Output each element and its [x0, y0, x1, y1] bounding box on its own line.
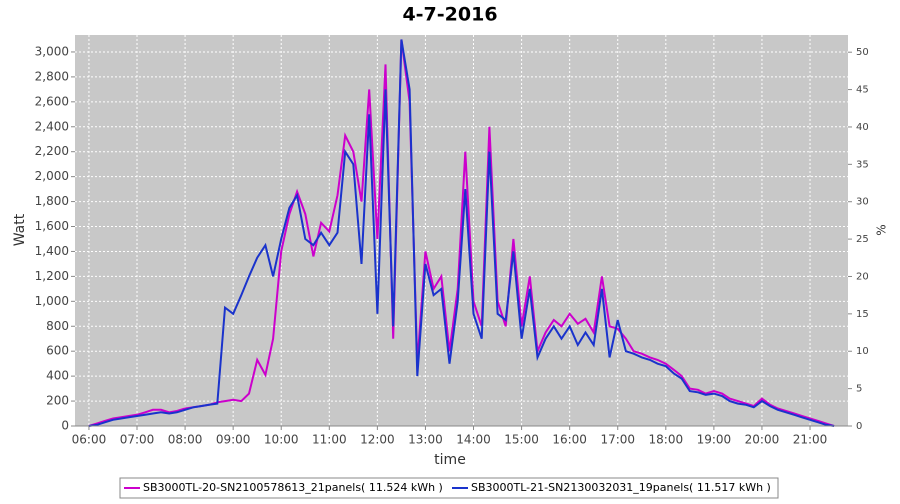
y-tick-label: 400: [46, 369, 69, 383]
x-tick-label: 11:00: [312, 433, 347, 447]
y-tick-label: 2,400: [35, 119, 69, 133]
x-tick-label: 17:00: [600, 433, 635, 447]
y-tick-label: 1,200: [35, 269, 69, 283]
y-tick-label: 2,000: [35, 169, 69, 183]
y-tick-label: 1,000: [35, 294, 69, 308]
y2-tick-label: 10: [856, 346, 869, 357]
y2-tick-label: 0: [856, 421, 862, 432]
y-tick-label: 600: [46, 344, 69, 358]
x-tick-label: 06:00: [72, 433, 107, 447]
y2-tick-label: 25: [856, 234, 869, 245]
x-tick-label: 10:00: [264, 433, 299, 447]
series-line: [88, 39, 835, 427]
y-tick-label: 0: [61, 419, 69, 433]
x-tick-label: 16:00: [552, 433, 587, 447]
x-tick-label: 18:00: [649, 433, 684, 447]
y2-tick-label: 5: [856, 384, 862, 395]
y-tick-label: 200: [46, 394, 69, 408]
x-tick-label: 14:00: [456, 433, 491, 447]
chart-title: 4-7-2016: [402, 4, 497, 26]
x-tick-label: 20:00: [745, 433, 780, 447]
y-tick-label: 2,800: [35, 69, 69, 83]
y2-tick-label: 40: [856, 122, 869, 133]
x-tick-label: 12:00: [360, 433, 395, 447]
y2-tick-label: 20: [856, 271, 869, 282]
y2-tick-label: 35: [856, 159, 869, 170]
y2-tick-label: 50: [856, 47, 869, 58]
x-tick-label: 09:00: [216, 433, 251, 447]
y2-axis-label: %: [875, 224, 889, 235]
y-tick-label: 2,200: [35, 144, 69, 158]
x-tick-label: 08:00: [168, 433, 203, 447]
x-tick-label: 07:00: [120, 433, 155, 447]
legend-label: SB3000TL-20-SN2100578613_21panels( 11.52…: [143, 481, 443, 494]
y-tick-label: 3,000: [35, 44, 69, 58]
y2-tick-label: 45: [856, 85, 869, 96]
y-axis-label: Watt: [12, 213, 28, 246]
legend-label: SB3000TL-21-SN2130032031_19panels( 11.51…: [471, 481, 771, 494]
x-axis-label: time: [434, 452, 466, 468]
x-tick-label: 19:00: [697, 433, 732, 447]
y-tick-label: 1,600: [35, 219, 69, 233]
y2-tick-label: 15: [856, 309, 869, 320]
x-tick-label: 21:00: [793, 433, 828, 447]
x-tick-label: 13:00: [408, 433, 443, 447]
y-tick-label: 800: [46, 319, 69, 333]
y2-tick-label: 30: [856, 197, 869, 208]
legend: [119, 477, 779, 499]
x-tick-label: 15:00: [504, 433, 539, 447]
y-tick-label: 1,400: [35, 244, 69, 258]
y-tick-label: 1,800: [35, 194, 69, 208]
y-tick-label: 2,600: [35, 94, 69, 108]
